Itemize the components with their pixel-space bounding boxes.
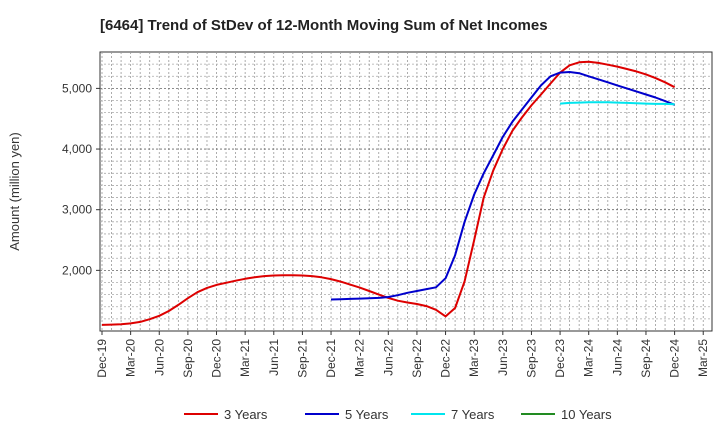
legend-label: 3 Years <box>224 407 268 422</box>
x-tick-label: Dec-22 <box>439 339 453 378</box>
x-tick-label: Mar-20 <box>124 339 138 377</box>
x-tick-label: Mar-22 <box>353 339 367 377</box>
x-tick-label: Mar-24 <box>582 339 596 377</box>
x-tick-label: Jun-23 <box>496 339 510 376</box>
y-axis-label: Amount (million yen) <box>7 132 22 251</box>
series-lines <box>101 60 676 326</box>
x-tick-label: Dec-23 <box>553 339 567 378</box>
x-tick-label: Sep-22 <box>410 339 424 378</box>
y-axis-ticks: 2,000 3,000 4,000 5,000 <box>62 81 100 277</box>
x-tick-label: Dec-20 <box>210 339 224 378</box>
y-tick-label: 3,000 <box>62 203 92 217</box>
grid <box>100 52 712 331</box>
legend-item-3-years: 3 Years <box>184 407 268 422</box>
x-tick-label: Jun-21 <box>267 339 281 376</box>
legend: 3 Years 5 Years 7 Years 10 Years <box>184 407 612 422</box>
x-tick-label: Jun-22 <box>381 339 395 376</box>
x-axis-ticks: Dec-19 Mar-20 Jun-20 Sep-20 Dec-20 Mar-21 Jun-… <box>95 331 710 378</box>
x-tick-label: Mar-21 <box>238 339 252 377</box>
y-tick-label: 2,000 <box>62 263 92 277</box>
x-tick-label: Sep-20 <box>181 339 195 378</box>
legend-item-10-years: 10 Years <box>521 407 612 422</box>
legend-label: 5 Years <box>345 407 389 422</box>
x-tick-label: Dec-21 <box>324 339 338 378</box>
chart-title: [6464] Trend of StDev of 12-Month Moving… <box>100 17 548 34</box>
plot-area <box>99 51 713 332</box>
legend-label: 7 Years <box>451 407 495 422</box>
x-tick-label: Mar-25 <box>696 339 710 377</box>
legend-item-7-years: 7 Years <box>411 407 495 422</box>
x-tick-label: Jun-20 <box>152 339 166 376</box>
x-tick-label: Dec-24 <box>668 339 682 378</box>
x-tick-label: Sep-21 <box>295 339 309 378</box>
x-tick-label: Sep-23 <box>524 339 538 378</box>
x-tick-label: Jun-24 <box>610 339 624 376</box>
y-tick-label: 5,000 <box>62 81 92 95</box>
series-line-5-years <box>330 71 675 301</box>
y-tick-label: 4,000 <box>62 142 92 156</box>
x-tick-label: Sep-24 <box>639 339 653 378</box>
x-tick-label: Dec-19 <box>95 339 109 378</box>
legend-label: 10 Years <box>561 407 612 422</box>
legend-item-5-years: 5 Years <box>305 407 389 422</box>
x-tick-label: Mar-23 <box>467 339 481 377</box>
series-line-7-years <box>560 101 675 106</box>
